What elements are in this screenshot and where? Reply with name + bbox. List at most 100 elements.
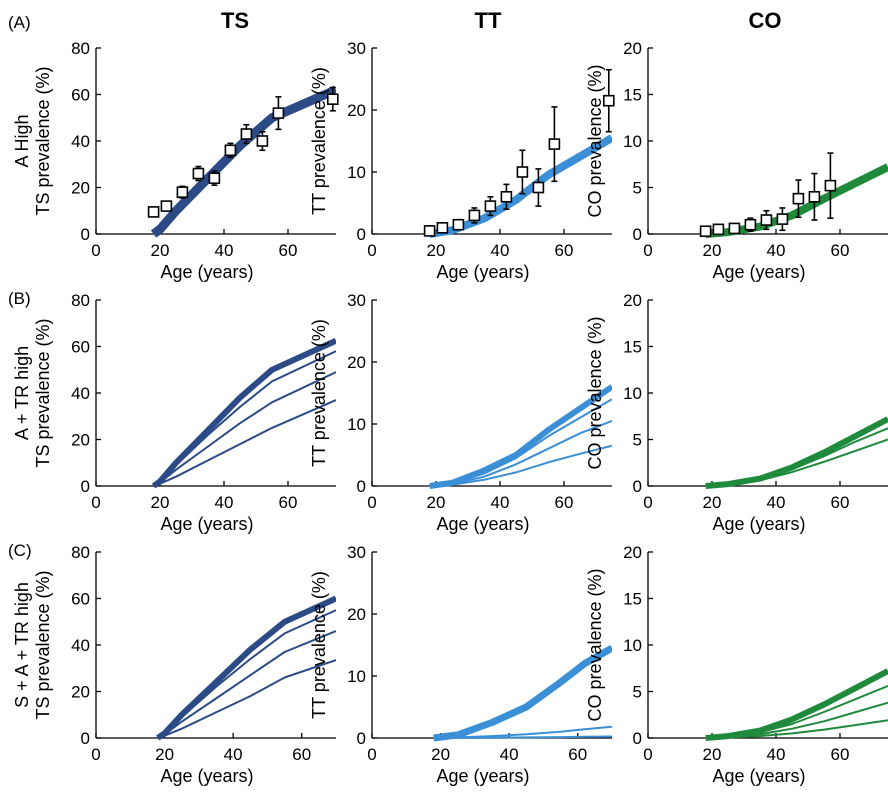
x-tick-label: 0 <box>643 493 652 512</box>
observed-point <box>712 223 725 236</box>
x-tick-label: 20 <box>151 493 170 512</box>
observed-point <box>776 213 789 225</box>
panel-b-tt: 0 10 20 30 0 20 40 60 Age (years) TT prevalence (… <box>309 291 612 534</box>
y-axis-label: A High <box>12 114 32 167</box>
series-line-1 <box>433 645 612 742</box>
y-tick-label: 30 <box>347 291 366 310</box>
observed-point <box>808 191 821 203</box>
series-group <box>705 668 888 741</box>
series-line-3 <box>153 371 336 487</box>
y-axis-label: TS prevalence (%) <box>33 66 53 215</box>
y-tick-label: 15 <box>623 86 642 105</box>
y-tick-label: 60 <box>71 86 90 105</box>
x-axis-label: Age (years) <box>712 514 805 534</box>
x-tick-label: 0 <box>643 745 652 764</box>
y-tick-label: 0 <box>357 729 366 748</box>
observed-points <box>147 86 339 218</box>
panel-a-tt: 0 10 20 30 0 20 40 60 Age (years) TT prevalence (… <box>309 39 615 282</box>
x-tick-label: 0 <box>367 493 376 512</box>
observed-point <box>192 167 205 180</box>
x-tick-label: 20 <box>703 241 722 260</box>
x-tick-label: 0 <box>91 241 100 260</box>
x-axis-label: Age (years) <box>436 514 529 534</box>
series-line-4 <box>429 444 612 487</box>
x-tick-label: 40 <box>767 493 786 512</box>
x-tick-label: 40 <box>224 745 243 764</box>
observed-point <box>452 218 465 231</box>
x-tick-label: 0 <box>91 745 100 764</box>
panel-c-tt: 0 10 20 30 0 20 40 60 Age (years) TT prevalence (… <box>309 543 612 786</box>
x-axis-label: Age (years) <box>712 766 805 786</box>
panel-b-ts: 0 20 40 60 80 0 20 40 60 Age (years) A + TR high TS… <box>12 291 336 534</box>
y-axis-label: TT prevalence (%) <box>309 571 329 719</box>
series-line-3 <box>157 630 336 739</box>
x-tick-label: 0 <box>367 241 376 260</box>
x-tick-label: 0 <box>91 493 100 512</box>
x-tick-label: 60 <box>831 241 850 260</box>
observed-point <box>176 186 189 198</box>
y-tick-label: 20 <box>71 683 90 702</box>
observed-points <box>699 152 837 238</box>
panel-a-co: 0 5 10 15 20 0 20 40 60 Age (years) CO prevalence … <box>585 39 888 282</box>
y-axis-label: TS prevalence (%) <box>33 570 53 719</box>
series-group <box>150 85 336 238</box>
y-tick-label: 10 <box>623 636 642 655</box>
series-group <box>151 337 336 489</box>
y-tick-label: 5 <box>633 683 642 702</box>
x-tick-label: 60 <box>292 745 311 764</box>
series-line-2 <box>705 684 888 739</box>
y-tick-label: 0 <box>81 225 90 244</box>
x-tick-label: 40 <box>491 241 510 260</box>
y-tick-label: 10 <box>623 132 642 151</box>
y-tick-label: 80 <box>71 543 90 562</box>
y-tick-label: 10 <box>347 163 366 182</box>
series-line-2 <box>705 427 888 487</box>
observed-point <box>548 138 561 150</box>
y-axis-label: S + A + TR high <box>12 582 32 708</box>
x-tick-label: 20 <box>703 745 722 764</box>
y-tick-label: 15 <box>623 590 642 609</box>
y-axis-label: CO prevalence (%) <box>585 64 605 217</box>
x-tick-label: 40 <box>767 241 786 260</box>
series-line-3 <box>433 735 612 739</box>
observed-point <box>423 225 436 237</box>
x-tick-label: 20 <box>431 745 450 764</box>
x-axis-label: Age (years) <box>436 262 529 282</box>
series-group <box>433 645 612 742</box>
panel-letter-c: (C) <box>8 541 32 560</box>
observed-point <box>326 93 339 105</box>
x-tick-label: 20 <box>427 241 446 260</box>
y-tick-label: 15 <box>623 338 642 357</box>
y-axis-label: TS prevalence (%) <box>33 318 53 467</box>
observed-point <box>272 107 285 119</box>
y-tick-label: 0 <box>633 225 642 244</box>
y-tick-label: 0 <box>81 729 90 748</box>
series-line-1 <box>705 163 888 238</box>
series-line-4 <box>157 659 336 739</box>
x-tick-label: 0 <box>367 745 376 764</box>
y-tick-label: 80 <box>71 291 90 310</box>
y-tick-label: 20 <box>347 101 366 120</box>
x-tick-label: 60 <box>568 745 587 764</box>
series-line-1 <box>150 85 336 238</box>
series-group <box>156 595 336 741</box>
y-tick-label: 30 <box>347 543 366 562</box>
series-line-4 <box>153 399 336 487</box>
observed-point <box>147 206 160 218</box>
series-line-4 <box>705 719 888 739</box>
y-tick-label: 0 <box>633 477 642 496</box>
panel-b-co: 0 5 10 15 20 0 20 40 60 Age (years) CO prevalence … <box>585 291 888 534</box>
x-tick-label: 40 <box>215 493 234 512</box>
observed-point <box>824 179 837 192</box>
y-axis-label: CO prevalence (%) <box>585 316 605 469</box>
y-axis-label: TT prevalence (%) <box>309 319 329 467</box>
y-tick-label: 10 <box>623 384 642 403</box>
y-tick-label: 80 <box>71 39 90 58</box>
x-tick-label: 40 <box>215 241 234 260</box>
observed-point <box>256 135 269 147</box>
y-tick-label: 60 <box>71 338 90 357</box>
observed-points <box>423 68 615 237</box>
series-group <box>705 163 888 238</box>
